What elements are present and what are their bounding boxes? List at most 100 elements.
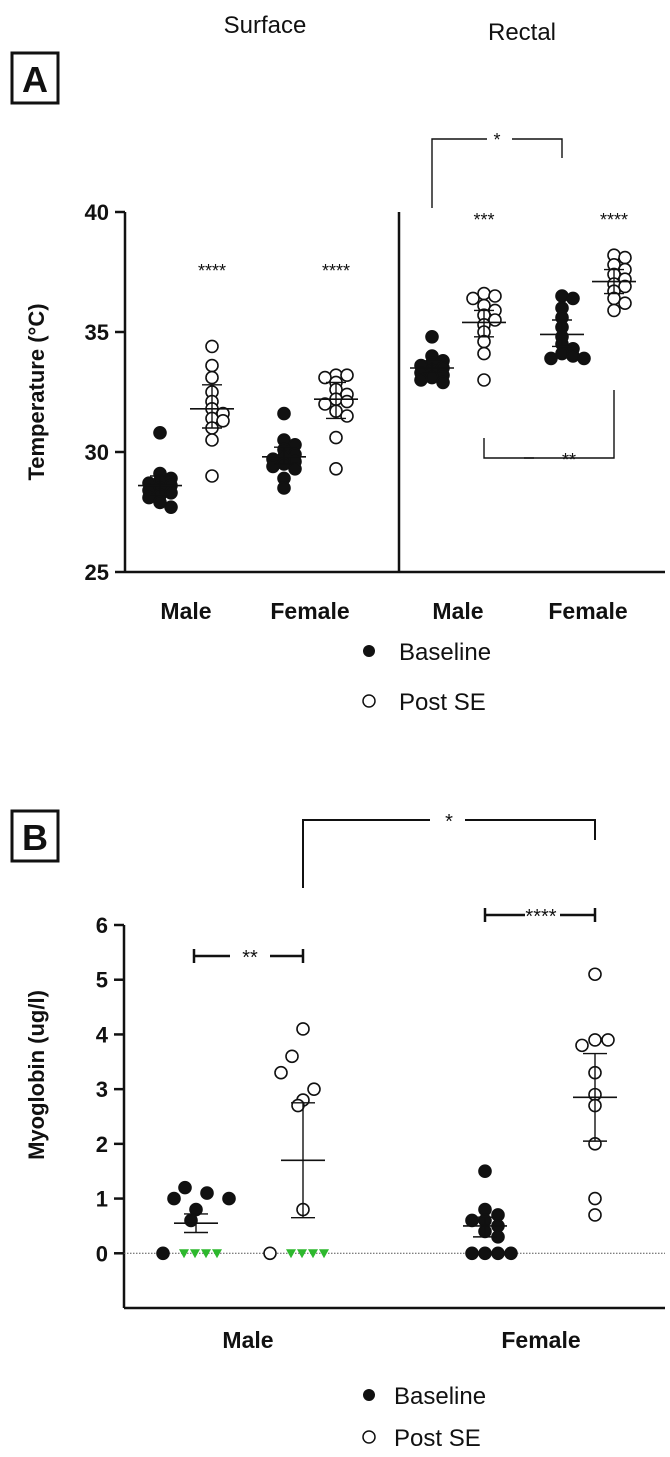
b-female-baseline-point [478,1164,492,1179]
a-surface-male-post-point [216,413,230,428]
b-male-post-below-detection-marker [297,1249,307,1259]
b-y-tick-label: 2 [96,1132,108,1157]
b-x-tick-label: Female [501,1327,580,1353]
a-rectal-male-post-point [477,346,491,361]
a-surface-female-baseline-point [288,461,302,476]
a-surface-male-post-point [205,358,219,373]
b-male-baseline-below-detection-marker [190,1249,200,1259]
panel-b-letter-box [10,809,60,863]
b-y-axis-label: Myoglobin (ug/l) [24,990,49,1160]
b-male-post-below-detection-marker [308,1249,318,1259]
b-male-baseline-point [200,1186,214,1200]
a-rectal-bracket-bottom-label: ** [562,450,576,470]
a-rectal-female-baseline-point [544,351,558,366]
a-rectal-sig-label: *** [473,210,494,230]
a-surface-female-post-point [340,394,354,409]
b-female-baseline-point [504,1246,518,1261]
a-surface-female-baseline-point [266,459,280,474]
b-top-bracket-right [465,819,596,840]
b-female-baseline-point [478,1246,492,1261]
a-surface-male-baseline-point [142,490,156,505]
a-surface-female-post-point [318,370,332,385]
a-rectal-female-baseline-point [577,351,591,366]
a-rectal-female-post-point [618,250,632,265]
a-surface-female-baseline-point [277,481,291,495]
a-surface-female-post-point [329,461,343,476]
b-female-post-point [588,1033,602,1047]
a-rectal-female-post-point [607,303,621,318]
a-rectal-male-post-point [477,286,491,301]
b-top-bracket-label: * [445,811,453,833]
a-rectal-female-baseline-point [566,349,580,363]
panel-a-plot: 25 30 35 40 Temperature (°C) Male Female Male Fe… [24,130,665,624]
b-female-baseline-point [491,1246,505,1261]
b-male-post-point [274,1065,288,1080]
b-female-post-point [588,1191,602,1206]
a-surface-male-baseline-point [153,495,167,510]
legend-a-post-marker [362,694,376,708]
b-female-post-point [588,967,602,982]
b-male-baseline-point [184,1213,198,1228]
legend-b-post-label: Post SE [394,1425,481,1452]
a-y-tick-label: 25 [85,560,109,585]
legend-b-post-marker [362,1430,376,1444]
b-y-tick-label: 0 [96,1241,108,1266]
a-surface-male-post-point [205,339,219,354]
b-y-tick-label: 1 [96,1187,108,1212]
a-rectal-male-post-point [488,313,502,327]
a-rectal-sig-label: **** [600,210,628,230]
panel-a-letter-box [10,51,60,105]
a-rectal-bracket-top-label: * [493,130,500,150]
b-male-post-point [285,1049,299,1064]
b-male-baseline-below-detection-marker [212,1249,222,1259]
a-rectal-x-tick-label: Male [432,598,483,624]
a-rectal-male-post-point [466,291,480,306]
a-surface-female-post-point [340,368,354,383]
a-rectal-female-post-point [618,279,632,294]
b-female-post-point [601,1033,615,1047]
b-male-post-point [307,1082,321,1096]
b-male-baseline-below-detection-marker [179,1249,189,1259]
b-male-baseline-below-detection-marker [201,1249,211,1259]
a-surface-male-post-point [205,433,219,447]
a-rectal-male-baseline-point [414,373,428,387]
b-male-bracket-label: ** [242,947,258,969]
b-male-post-point [291,1098,305,1113]
b-female-baseline-point [465,1246,479,1261]
b-female-post-point [588,1208,602,1222]
panel-b-letter: B [22,817,48,858]
b-male-baseline-point [178,1180,192,1195]
rectal-header: Rectal [488,19,556,46]
legend-a-post-label: Post SE [399,689,486,716]
a-rectal-bracket-top-left [431,138,487,208]
a-rectal-female-post-point [618,296,632,311]
a-rectal-male-post-point [488,289,502,303]
panel-a-letter: A [22,59,48,100]
b-male-post-point [296,1022,310,1036]
a-surface-x-tick-label: Male [160,598,211,624]
a-rectal-bracket-bottom-right [524,390,615,459]
b-male-post-point [263,1246,277,1261]
a-surface-male-post-point [205,370,219,385]
b-y-tick-label: 5 [96,968,108,993]
a-surface-x-tick-label: Female [270,598,349,624]
legend-b-baseline-label: Baseline [394,1383,486,1410]
b-female-baseline-point [465,1213,479,1228]
a-rectal-male-baseline-point [436,375,450,390]
b-female-bracket-label: **** [525,906,556,928]
a-rectal-x-tick-label: Female [548,598,627,624]
a-rectal-female-baseline-point [566,291,580,306]
a-surface-female-baseline-point [277,406,291,421]
a-surface-female-post-point [340,409,354,423]
b-x-tick-label: Male [222,1327,273,1353]
a-y-tick-label: 30 [85,440,109,465]
b-male-post-below-detection-marker [286,1249,296,1259]
a-surface-sig-label: **** [322,261,350,281]
legend-a-baseline-label: Baseline [399,639,491,666]
b-male-baseline-point [222,1191,236,1206]
a-surface-male-post-point [205,469,219,483]
b-female-post-point [575,1038,589,1053]
b-y-tick-label: 4 [96,1022,109,1047]
